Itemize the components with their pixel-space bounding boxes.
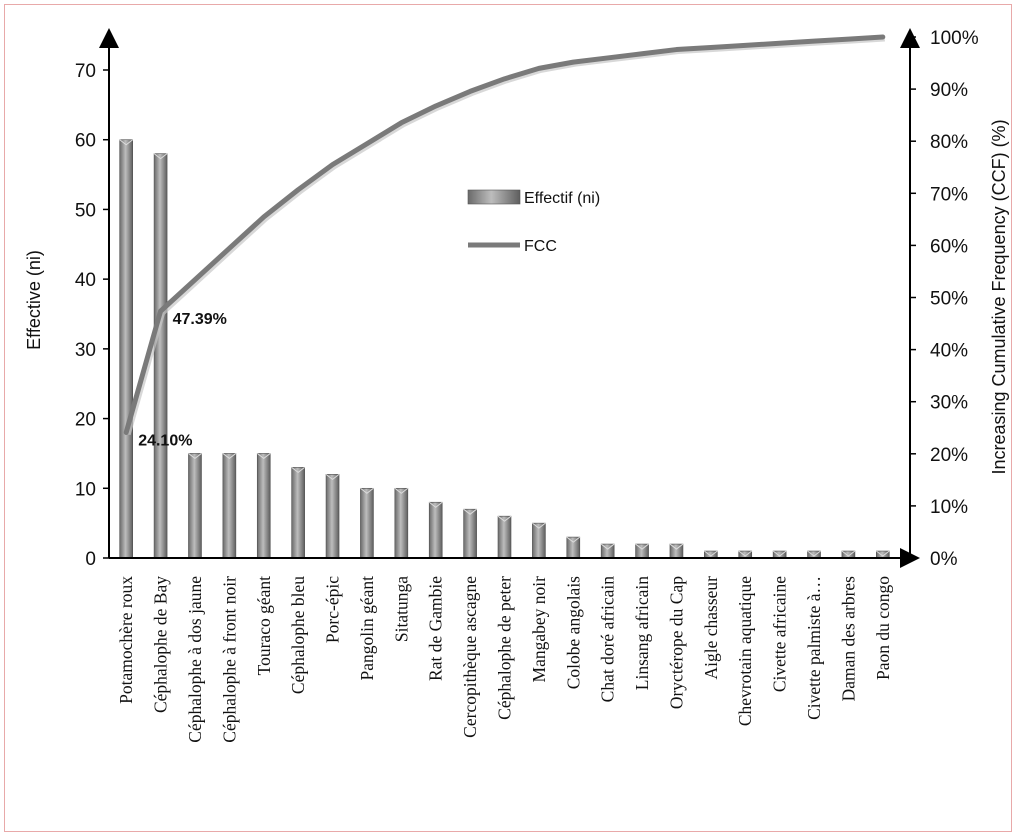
category-label-1: Céphalophe de Bay: [151, 576, 171, 713]
right-tick-60: 60%: [930, 236, 968, 257]
category-label-20: Civette palmiste à…: [804, 576, 824, 720]
right-tick-40: 40%: [930, 341, 968, 362]
bar-cap-6: [325, 473, 340, 480]
left-tick-70: 70: [75, 61, 96, 82]
category-label-3: Céphalophe à front noir: [219, 576, 239, 743]
legend-bar-swatch: [467, 189, 521, 205]
bar-6: [325, 474, 340, 559]
category-label-21: Daman des arbres: [838, 576, 858, 702]
right-tick-70: 70%: [930, 184, 968, 205]
category-label-0: Potamochère roux: [116, 576, 136, 704]
fcc-line-layer: [123, 34, 886, 436]
legend-line-label: FCC: [524, 238, 557, 255]
category-label-22: Paon du congo: [873, 576, 893, 680]
bar-7: [360, 487, 374, 559]
bar-cap-3: [222, 453, 237, 460]
bar-cap-2: [188, 453, 202, 460]
right-axis-title: Increasing Cumulative Frequency (CCF) (%…: [989, 119, 1009, 474]
annotation-0: 24.10%: [138, 432, 192, 449]
bars-layer: [119, 139, 890, 559]
left-tick-labels: 0 10 20 30 40 50 60 70: [75, 61, 109, 570]
bar-13: [566, 536, 581, 559]
bar-cap-9: [428, 501, 443, 508]
bar-cap-20: [807, 550, 821, 557]
bar-cap-11: [497, 515, 512, 522]
left-tick-40: 40: [75, 270, 96, 291]
bar-cap-21: [841, 550, 856, 557]
category-label-12: Mangabey noir: [529, 576, 549, 683]
bar-cap-16: [669, 543, 684, 550]
category-label-16: Oryctérope du Cap: [666, 576, 686, 709]
legend-bar-label: Effectif (ni): [524, 190, 600, 207]
left-tick-20: 20: [75, 410, 96, 431]
bar-9: [428, 501, 443, 559]
category-label-18: Chevrotain aquatique: [735, 576, 755, 726]
bar-cap-4: [256, 453, 271, 460]
right-tick-90: 90%: [930, 80, 968, 101]
annotations: 24.10% 47.39%: [138, 311, 227, 449]
left-tick-10: 10: [75, 479, 96, 500]
category-label-9: Rat de Gambie: [426, 576, 446, 681]
category-label-17: Aigle chasseur: [701, 576, 721, 680]
right-tick-labels: 0% 10% 20% 30% 40% 50% 60% 70% 80% 90% 100%: [910, 28, 979, 570]
bar-0: [119, 139, 133, 559]
left-tick-50: 50: [75, 200, 96, 221]
annotation-1: 47.39%: [173, 311, 227, 328]
right-tick-20: 20%: [930, 445, 968, 466]
fcc-line: [123, 34, 886, 435]
category-label-15: Linsang africain: [632, 576, 652, 690]
bar-cap-8: [394, 487, 409, 494]
category-label-11: Céphalophe de peter: [495, 576, 515, 720]
bar-4: [256, 453, 271, 559]
category-label-10: Cercopithèque ascagne: [460, 576, 480, 738]
bar-1: [153, 153, 168, 559]
category-label-5: Céphalophe bleu: [288, 576, 308, 694]
bar-cap-12: [532, 522, 546, 529]
bar-cap-17: [704, 550, 718, 557]
legend: Effectif (ni) FCC: [467, 189, 600, 255]
bar-3: [222, 453, 237, 559]
bar-5: [291, 467, 305, 559]
bar-cap-22: [875, 550, 890, 557]
left-axis-title: Effective (ni): [24, 250, 44, 350]
left-tick-0: 0: [85, 549, 96, 570]
right-tick-30: 30%: [930, 393, 968, 414]
bar-11: [497, 515, 512, 559]
bar-8: [394, 487, 409, 559]
category-label-6: Porc-épic: [323, 576, 343, 643]
right-tick-50: 50%: [930, 289, 968, 310]
left-tick-30: 30: [75, 340, 96, 361]
bar-cap-0: [119, 139, 134, 146]
bar-10: [463, 508, 477, 559]
category-label-2: Céphalophe à dos jaune: [185, 576, 205, 743]
bar-cap-1: [153, 153, 168, 160]
bar-cap-19: [772, 550, 787, 557]
chart-frame: [4, 4, 1012, 832]
bar-cap-7: [360, 487, 374, 494]
bar-cap-14: [600, 543, 615, 550]
right-tick-0: 0%: [930, 549, 958, 570]
bar-cap-10: [463, 508, 477, 515]
category-labels: Potamochère roux Céphalophe de Bay Céphalo…: [116, 576, 893, 743]
category-label-13: Colobe angolais: [563, 576, 583, 689]
bar-cap-18: [738, 550, 753, 557]
right-tick-80: 80%: [930, 132, 968, 153]
bar-cap-15: [635, 543, 649, 550]
category-label-8: Sitatunga: [391, 576, 411, 642]
category-label-14: Chat doré africain: [598, 576, 618, 703]
category-label-19: Civette africaine: [770, 576, 790, 692]
left-tick-60: 60: [75, 131, 96, 152]
bar-cap-5: [291, 466, 305, 474]
right-tick-10: 10%: [930, 497, 968, 518]
category-label-4: Touraco géant: [254, 576, 274, 675]
bar-cap-13: [566, 536, 581, 543]
bar-2: [188, 453, 202, 559]
category-label-7: Pangolin géant: [357, 576, 377, 681]
right-tick-100: 100%: [930, 28, 979, 49]
